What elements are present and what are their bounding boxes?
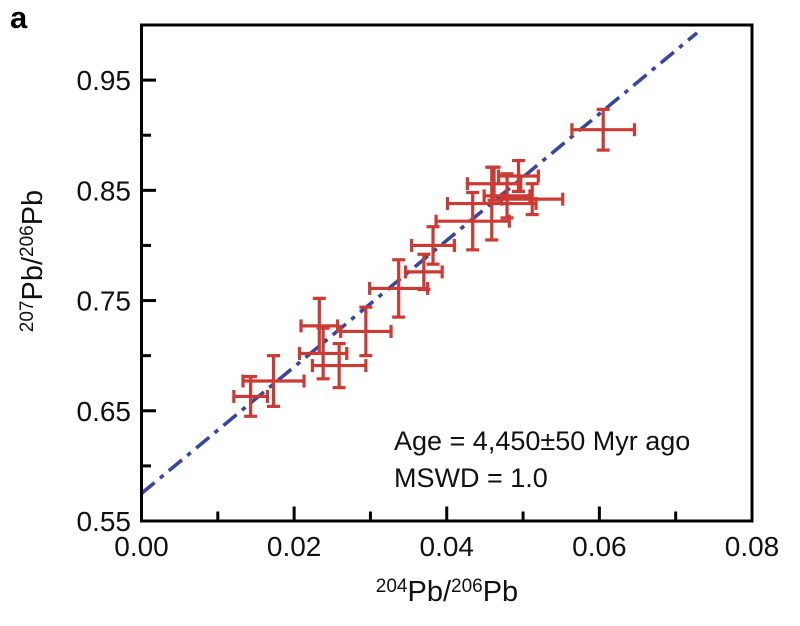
x-tick-label: 0.08 <box>725 531 780 562</box>
y-tick-label: 0.85 <box>77 175 132 206</box>
error-bar-point-2 <box>241 354 306 408</box>
error-bar-point-14 <box>497 158 540 194</box>
x-tick-label: 0.02 <box>267 531 322 562</box>
fit-line <box>140 31 699 495</box>
y-tick-label: 0.75 <box>77 286 132 317</box>
axis-ticks <box>140 78 754 523</box>
error-bar-point-6 <box>339 305 393 358</box>
mswd-annotation: MSWD = 1.0 <box>394 463 548 493</box>
y-tick-label: 0.65 <box>77 396 132 427</box>
x-tick-label: 0.04 <box>420 531 475 562</box>
error-bar-point-16 <box>570 107 637 152</box>
error-bar-point-1 <box>232 375 270 418</box>
data-points-group <box>232 107 637 418</box>
y-tick-label: 0.95 <box>77 65 132 96</box>
x-axis-title: 204​Pb/206​Pb <box>376 576 518 608</box>
x-tick-label: 0.00 <box>114 531 169 562</box>
axis-tick-labels: 0.00 0.02 0.04 0.06 0.08 0.55 0.65 0.75 0.85 0.95 <box>77 65 780 562</box>
panel-label: a <box>10 0 28 35</box>
error-bar-point-12 <box>465 165 523 202</box>
error-bar-point-15 <box>500 182 565 217</box>
error-bar-point-9 <box>410 225 456 266</box>
error-bar-point-10 <box>434 190 511 252</box>
y-tick-label: 0.55 <box>77 506 132 537</box>
error-bar-point-3 <box>299 296 340 356</box>
isochron-fit-line <box>140 31 699 495</box>
error-bar-point-8 <box>403 252 444 292</box>
y-axis-title: 207​Pb/206​Pb <box>17 190 49 332</box>
plot-frame <box>140 23 754 523</box>
x-tick-label: 0.06 <box>572 531 627 562</box>
error-bar-point-13 <box>482 172 532 220</box>
age-annotation: Age = 4,450±50 Myr ago <box>394 426 690 456</box>
error-bar-point-5 <box>310 341 368 390</box>
